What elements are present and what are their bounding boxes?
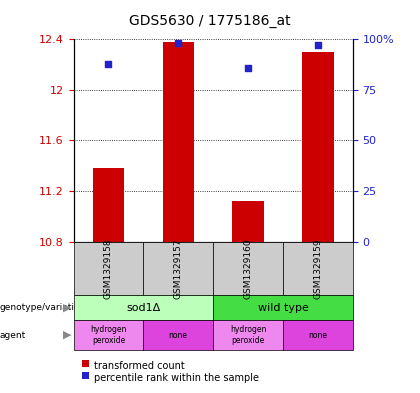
Point bbox=[175, 40, 181, 46]
Text: genotype/variation: genotype/variation bbox=[0, 303, 86, 312]
Text: wild type: wild type bbox=[257, 303, 308, 312]
Text: GSM1329159: GSM1329159 bbox=[313, 238, 323, 299]
Bar bbox=[232, 201, 264, 242]
Text: percentile rank within the sample: percentile rank within the sample bbox=[94, 373, 259, 383]
Point bbox=[315, 42, 321, 48]
Text: sod1Δ: sod1Δ bbox=[126, 303, 160, 312]
Text: GDS5630 / 1775186_at: GDS5630 / 1775186_at bbox=[129, 14, 291, 28]
Text: GSM1329160: GSM1329160 bbox=[244, 238, 252, 299]
Point bbox=[245, 64, 252, 71]
Text: hydrogen
peroxide: hydrogen peroxide bbox=[230, 325, 266, 345]
Bar bbox=[163, 42, 194, 242]
Text: transformed count: transformed count bbox=[94, 361, 184, 371]
Text: GSM1329158: GSM1329158 bbox=[104, 238, 113, 299]
Text: hydrogen
peroxide: hydrogen peroxide bbox=[90, 325, 126, 345]
Text: agent: agent bbox=[0, 331, 26, 340]
Text: none: none bbox=[169, 331, 188, 340]
Text: GSM1329157: GSM1329157 bbox=[174, 238, 183, 299]
Text: ▶: ▶ bbox=[63, 303, 71, 312]
Text: none: none bbox=[308, 331, 327, 340]
Point bbox=[105, 61, 112, 67]
Bar bbox=[93, 168, 124, 242]
Text: ▶: ▶ bbox=[63, 330, 71, 340]
Bar bbox=[302, 52, 333, 242]
